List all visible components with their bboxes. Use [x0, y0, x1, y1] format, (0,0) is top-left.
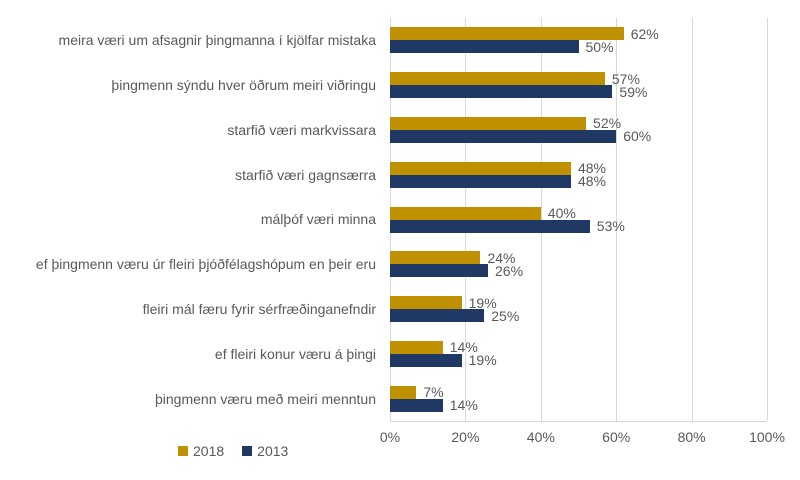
category-label: starfið væri gagnsærra [235, 166, 376, 183]
bar-2013 [390, 353, 462, 367]
category-label: ef þingmenn væru úr fleiri þjóðfélagshóp… [35, 256, 376, 273]
value-label: 57% [611, 70, 640, 87]
bar-2013 [390, 129, 617, 143]
bar-2018 [390, 206, 541, 220]
bar-line: 7% [390, 384, 767, 401]
x-tick-label: 100% [749, 429, 785, 445]
value-label: 19% [468, 352, 497, 369]
value-label: 59% [619, 83, 648, 100]
value-label: 19% [468, 294, 497, 311]
value-label: 24% [487, 249, 516, 266]
value-label: 62% [630, 25, 659, 42]
value-label: 53% [596, 218, 625, 235]
category-row: 48% 48% [390, 152, 767, 197]
value-label: 50% [585, 38, 614, 55]
bar-line: 53% [390, 218, 767, 235]
bar-2018 [390, 27, 624, 41]
category-label: meira væri um afsagnir þingmanna í kjölf… [58, 32, 376, 49]
bar-line: 48% [390, 160, 767, 177]
category-row: 52% 60% [390, 108, 767, 153]
legend-swatch-2013 [242, 446, 253, 456]
bar-line: 60% [390, 128, 767, 145]
value-label: 48% [577, 160, 606, 177]
value-label: 60% [623, 128, 652, 145]
plot-area: 62% 50% 57% 59% 52% 60% 48% 48% 40% 53% 24% 26% 19% 2… [390, 18, 768, 422]
bar-2013 [390, 85, 613, 99]
category-axis: meira væri um afsagnir þingmanna í kjölf… [0, 18, 383, 421]
bar-line: 62% [390, 25, 767, 42]
category-label: þingmenn væru með meiri menntun [155, 390, 376, 407]
value-label: 48% [577, 173, 606, 190]
value-label: 14% [449, 339, 478, 356]
bar-line: 14% [390, 339, 767, 356]
value-label: 25% [491, 307, 520, 324]
category-row: 62% 50% [390, 18, 767, 63]
bar-2013 [390, 309, 485, 323]
bar-2018 [390, 296, 462, 310]
legend-label: 2013 [257, 443, 289, 459]
bar-line: 57% [390, 70, 767, 87]
bar-line: 40% [390, 205, 767, 222]
bar-line: 59% [390, 83, 767, 100]
bar-2018 [390, 161, 571, 175]
legend: 2018 2013 [178, 443, 288, 459]
category-row: 57% 59% [390, 63, 767, 108]
bar-2018 [390, 116, 587, 130]
gridline [691, 18, 693, 421]
x-tick-label: 80% [677, 429, 706, 445]
bar-line: 26% [390, 262, 767, 279]
category-label: þingmenn sýndu hver öðrum meiri viðringu [111, 77, 376, 94]
bar-line: 19% [390, 294, 767, 311]
bar-2018 [390, 340, 443, 354]
bar-2018 [390, 72, 605, 86]
bar-2013 [390, 264, 489, 278]
value-label: 7% [423, 384, 444, 401]
x-tick-label: 20% [451, 429, 480, 445]
category-label: fleiri mál færu fyrir sérfræðinganefndir [142, 301, 376, 318]
bar-line: 14% [390, 397, 767, 414]
value-label: 40% [547, 205, 576, 222]
legend-item-2018: 2018 [178, 443, 224, 459]
bar-line: 48% [390, 173, 767, 190]
bar-line: 24% [390, 249, 767, 266]
bar-rows: 62% 50% 57% 59% 52% 60% 48% 48% 40% 53% 24% 26% 19% 2… [390, 18, 767, 421]
gridline [767, 18, 768, 421]
category-row: 14% 19% [390, 331, 767, 376]
bar-2013 [390, 219, 590, 233]
category-row: 7% 14% [390, 376, 767, 421]
category-row: 24% 26% [390, 242, 767, 287]
legend-label: 2018 [193, 443, 225, 459]
value-label: 14% [449, 397, 478, 414]
x-tick-label: 0% [379, 429, 401, 445]
bar-line: 25% [390, 307, 767, 324]
legend-item-2013: 2013 [242, 443, 288, 459]
x-tick-label: 40% [526, 429, 555, 445]
value-label: 26% [495, 262, 524, 279]
value-label: 52% [593, 115, 622, 132]
bar-line: 50% [390, 38, 767, 55]
bar-line: 52% [390, 115, 767, 132]
x-tick-label: 60% [602, 429, 631, 445]
category-row: 40% 53% [390, 197, 767, 242]
category-label: málþóf væri minna [260, 211, 376, 228]
bar-2018 [390, 251, 481, 265]
gridline [540, 18, 542, 421]
category-row: 19% 25% [390, 287, 767, 332]
category-label: ef fleiri konur væru á þingi [214, 345, 376, 362]
bar-2018 [390, 385, 417, 399]
legend-swatch-2018 [178, 446, 188, 456]
category-label: starfið væri markvissara [227, 121, 376, 138]
bar-line: 19% [390, 352, 767, 369]
x-axis: 0% 20% 40% 60% 80% 100% [380, 429, 785, 447]
bar-2013 [390, 40, 579, 54]
bar-2013 [390, 174, 571, 188]
gridline [616, 18, 618, 421]
bar-2013 [390, 398, 443, 412]
